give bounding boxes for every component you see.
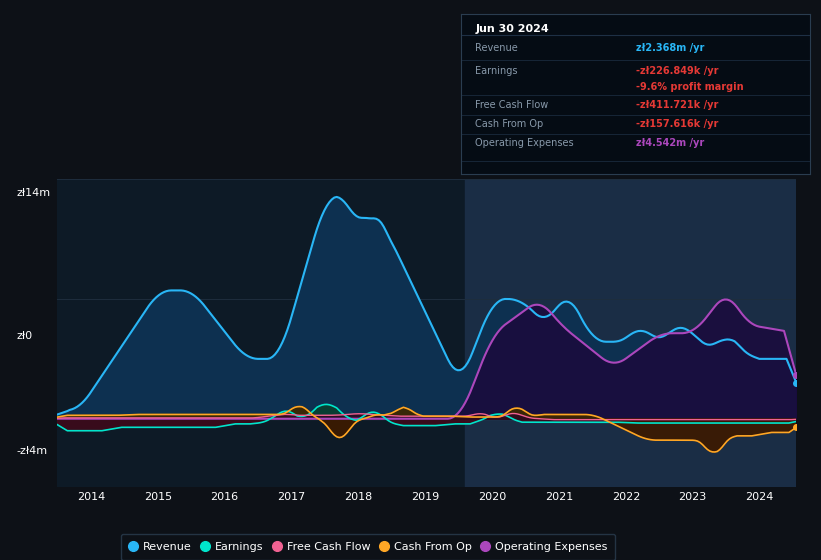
Text: Operating Expenses: Operating Expenses bbox=[475, 138, 574, 148]
Text: -zł411.721k /yr: -zł411.721k /yr bbox=[636, 100, 718, 110]
Text: zł2.368m /yr: zł2.368m /yr bbox=[636, 43, 704, 53]
Text: Free Cash Flow: Free Cash Flow bbox=[475, 100, 548, 110]
Text: Cash From Op: Cash From Op bbox=[475, 119, 544, 129]
Text: -zł157.616k /yr: -zł157.616k /yr bbox=[636, 119, 718, 129]
Text: -zł226.849k /yr: -zł226.849k /yr bbox=[636, 67, 718, 77]
Text: Revenue: Revenue bbox=[475, 43, 518, 53]
Text: -9.6% profit margin: -9.6% profit margin bbox=[636, 82, 744, 92]
Text: zł14m: zł14m bbox=[16, 188, 51, 198]
Text: -zł4m: -zł4m bbox=[16, 446, 48, 456]
Text: zł4.542m /yr: zł4.542m /yr bbox=[636, 138, 704, 148]
Text: Earnings: Earnings bbox=[475, 67, 518, 77]
Legend: Revenue, Earnings, Free Cash Flow, Cash From Op, Operating Expenses: Revenue, Earnings, Free Cash Flow, Cash … bbox=[121, 534, 615, 560]
Bar bbox=[466, 179, 796, 487]
Text: zł0: zł0 bbox=[16, 331, 33, 341]
Text: Jun 30 2024: Jun 30 2024 bbox=[475, 25, 549, 34]
